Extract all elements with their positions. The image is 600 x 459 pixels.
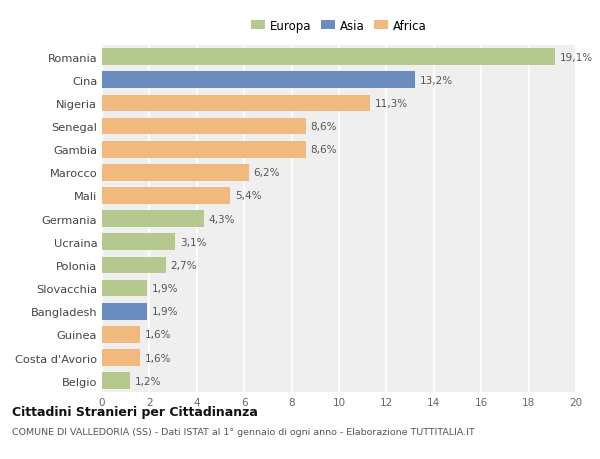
Text: 8,6%: 8,6% (311, 122, 337, 132)
Text: 4,3%: 4,3% (209, 214, 235, 224)
Text: COMUNE DI VALLEDORIA (SS) - Dati ISTAT al 1° gennaio di ogni anno - Elaborazione: COMUNE DI VALLEDORIA (SS) - Dati ISTAT a… (12, 427, 475, 436)
Bar (102, 95, 370, 112)
Text: 1,9%: 1,9% (152, 284, 178, 293)
Bar (102, 165, 249, 181)
Text: 19,1%: 19,1% (559, 52, 593, 62)
Text: 1,2%: 1,2% (135, 376, 161, 386)
Text: 8,6%: 8,6% (311, 145, 337, 155)
Bar (102, 303, 147, 320)
Text: 1,9%: 1,9% (152, 307, 178, 317)
Legend: Europa, Asia, Africa: Europa, Asia, Africa (249, 17, 429, 35)
Bar (102, 373, 130, 389)
Text: 13,2%: 13,2% (419, 76, 453, 85)
Bar (102, 211, 204, 228)
Bar (102, 72, 415, 89)
Text: 1,6%: 1,6% (145, 330, 171, 340)
Text: 6,2%: 6,2% (254, 168, 280, 178)
Bar (102, 234, 175, 251)
Bar (102, 257, 166, 274)
Bar (102, 188, 230, 204)
Bar (102, 349, 140, 366)
Text: 1,6%: 1,6% (145, 353, 171, 363)
Bar (102, 118, 306, 135)
Bar (102, 141, 306, 158)
Text: 2,7%: 2,7% (171, 260, 197, 270)
Bar (102, 49, 554, 66)
Bar (102, 280, 147, 297)
Text: 11,3%: 11,3% (374, 99, 407, 109)
Text: Cittadini Stranieri per Cittadinanza: Cittadini Stranieri per Cittadinanza (12, 405, 258, 419)
Text: 3,1%: 3,1% (180, 237, 207, 247)
Text: 5,4%: 5,4% (235, 191, 261, 201)
Bar (102, 326, 140, 343)
